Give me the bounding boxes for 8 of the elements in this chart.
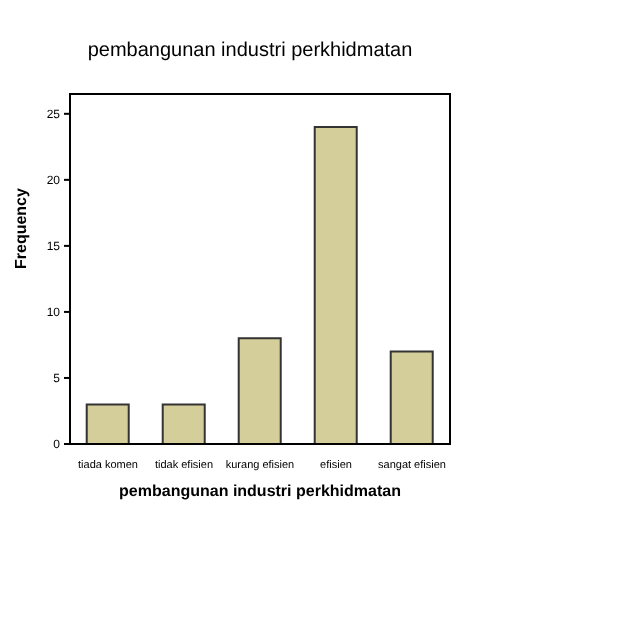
- bar: [161, 403, 206, 444]
- chart-title: pembangunan industri perkhidmatan: [85, 40, 415, 62]
- bar: [237, 337, 282, 444]
- x-axis-title: pembangunan industri perkhidmatan: [119, 482, 402, 500]
- bar: [313, 126, 358, 444]
- bar: [389, 350, 434, 444]
- y-axis-title: Frequency: [11, 186, 30, 269]
- bar: [85, 403, 130, 444]
